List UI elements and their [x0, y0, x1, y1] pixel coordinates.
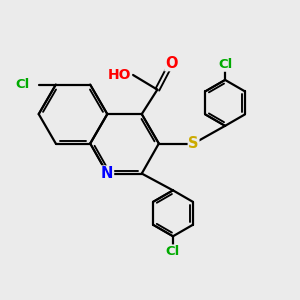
- Text: O: O: [165, 56, 178, 70]
- Text: HO: HO: [108, 68, 131, 82]
- Text: S: S: [188, 136, 199, 151]
- Text: Cl: Cl: [16, 78, 30, 91]
- Text: Cl: Cl: [166, 245, 180, 258]
- Text: Cl: Cl: [218, 58, 232, 71]
- Text: N: N: [101, 166, 113, 181]
